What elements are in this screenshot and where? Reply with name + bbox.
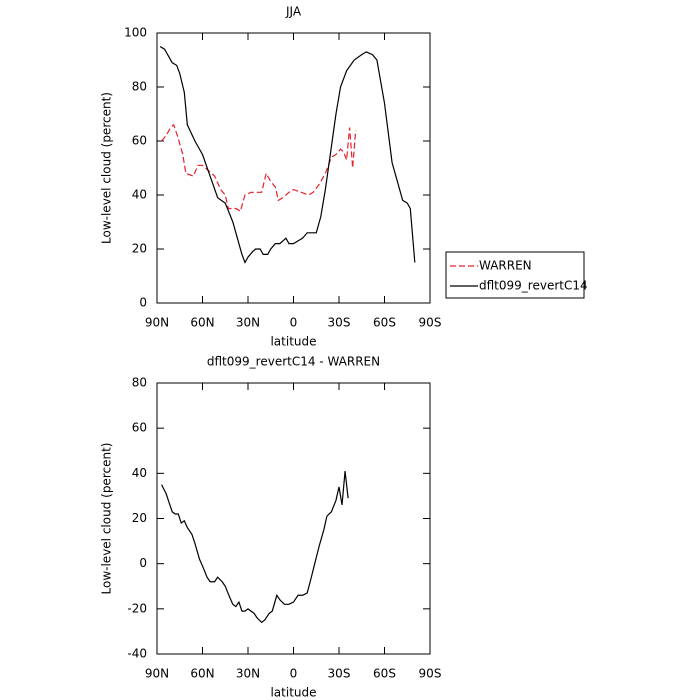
x-tick-label: 90N: [145, 316, 169, 330]
y-tick-label: 80: [132, 376, 147, 390]
chart-title: JJA: [285, 5, 302, 19]
x-tick-label: 60N: [190, 316, 214, 330]
x-tick-label: 30N: [236, 316, 260, 330]
x-tick-label: 90S: [419, 667, 442, 681]
x-tick-label: 30S: [328, 316, 351, 330]
data-line: [161, 471, 349, 624]
y-tick-label: 0: [139, 296, 147, 310]
data-line: [159, 45, 416, 264]
y-tick-label: 40: [132, 188, 147, 202]
y-tick-label: 40: [132, 466, 147, 480]
y-axis-label: Low-level cloud (percent): [100, 92, 114, 244]
x-tick-label: 60S: [373, 316, 396, 330]
y-tick-label: 20: [132, 242, 147, 256]
legend-box: [445, 251, 585, 299]
x-axis-label: latitude: [270, 686, 316, 700]
legend-label: dflt099_revertC14: [479, 279, 588, 293]
y-tick-label: 0: [139, 556, 147, 570]
legend-label: WARREN: [479, 259, 532, 273]
y-tick-label: -40: [127, 647, 147, 661]
plot-frame: [156, 382, 431, 655]
x-tick-label: 90N: [145, 667, 169, 681]
chart-title: dflt099_revertC14 - WARREN: [207, 355, 380, 369]
x-tick-label: 30S: [328, 667, 351, 681]
x-tick-label: 0: [290, 667, 298, 681]
y-tick-label: 60: [132, 134, 147, 148]
x-tick-label: 90S: [419, 316, 442, 330]
y-tick-label: 60: [132, 421, 147, 435]
x-tick-label: 60N: [190, 667, 214, 681]
x-axis-label: latitude: [270, 335, 316, 349]
plot-frame: [156, 32, 431, 304]
y-tick-label: 100: [124, 26, 147, 40]
y-tick-label: 20: [132, 511, 147, 525]
y-tick-label: 80: [132, 80, 147, 94]
data-line: [161, 123, 357, 213]
y-axis-label: Low-level cloud (percent): [100, 443, 114, 595]
x-tick-label: 0: [290, 316, 298, 330]
y-tick-label: -20: [127, 601, 147, 615]
x-tick-label: 60S: [373, 667, 396, 681]
x-tick-label: 30N: [236, 667, 260, 681]
